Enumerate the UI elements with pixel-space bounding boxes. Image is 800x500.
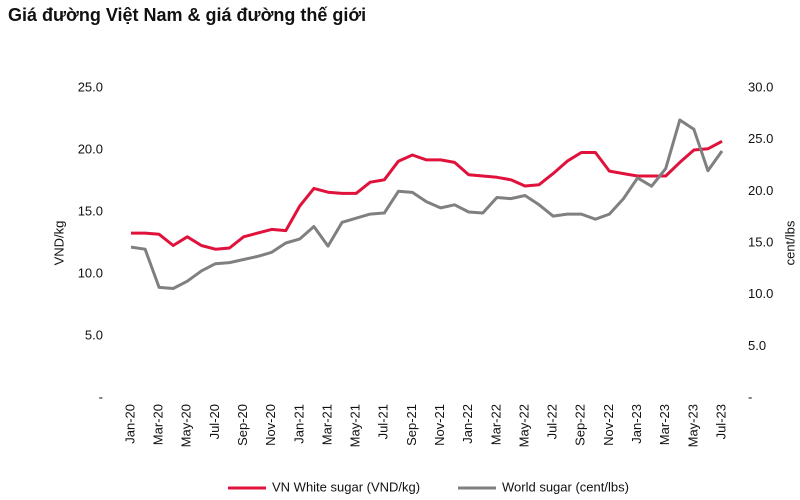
y2-tick-label: 30.0 [748, 79, 773, 94]
line-series [130, 118, 724, 290]
legend-label: VN White sugar (VND/kg) [272, 479, 420, 494]
x-tick-label: Sep-20 [235, 404, 250, 446]
y-tick-label: 10.0 [78, 265, 103, 280]
x-tick-label: Jan-22 [460, 404, 475, 444]
x-tick-label: Jul-20 [207, 404, 222, 439]
x-tick-label: Jan-20 [122, 404, 137, 444]
y-tick-label: 20.0 [78, 141, 103, 156]
y2-axis-label: cent/lbs [782, 220, 797, 265]
x-tick-label: Jul-22 [545, 404, 560, 439]
x-tick-label: Sep-22 [573, 404, 588, 446]
x-tick-label: Mar-20 [151, 404, 166, 445]
y2-tick-label: - [748, 389, 752, 404]
x-tick-label: May-20 [179, 404, 194, 447]
x-tick-label: Jul-23 [713, 404, 728, 439]
x-tick-label: Mar-22 [488, 404, 503, 445]
y-tick-label: - [99, 389, 103, 404]
y-tick-label: 5.0 [85, 327, 103, 342]
x-tick-label: May-22 [516, 404, 531, 447]
line-series [131, 139, 723, 251]
x-tick-label: May-21 [348, 404, 363, 447]
y2-tick-label: 10.0 [748, 286, 773, 301]
x-tick-label: Jul-21 [376, 404, 391, 439]
y2-tick-label: 15.0 [748, 234, 773, 249]
x-tick-label: Mar-21 [319, 404, 334, 445]
x-tick-label: Nov-20 [263, 404, 278, 446]
y2-tick-label: 25.0 [748, 131, 773, 146]
y2-tick-label: 20.0 [748, 183, 773, 198]
legend-label: World sugar (cent/lbs) [502, 479, 629, 494]
y-axis-label: VND/kg [51, 221, 66, 266]
x-tick-label: Jan-21 [291, 404, 306, 444]
x-tick-label: Jan-23 [629, 404, 644, 444]
chart-title: Giá đường Việt Nam & giá đường thế giới [8, 5, 366, 25]
x-tick-label: Sep-21 [404, 404, 419, 446]
y-tick-label: 15.0 [78, 203, 103, 218]
y-tick-label: 25.0 [78, 79, 103, 94]
x-tick-label: Nov-22 [601, 404, 616, 446]
x-tick-label: May-23 [685, 404, 700, 447]
x-tick-label: Nov-21 [432, 404, 447, 446]
y2-tick-label: 5.0 [748, 338, 766, 353]
x-tick-label: Mar-23 [657, 404, 672, 445]
